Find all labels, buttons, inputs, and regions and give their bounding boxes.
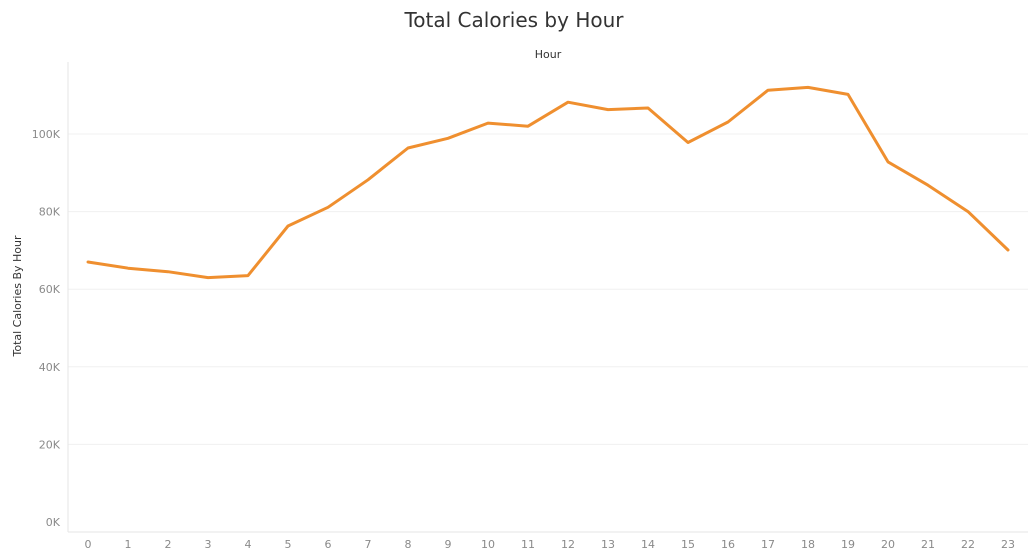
x-tick-label: 19 (841, 538, 855, 551)
gridlines (68, 133, 1028, 445)
data-point[interactable] (562, 96, 574, 108)
data-point[interactable] (402, 142, 414, 154)
y-tick-label: 80K (39, 206, 61, 219)
x-tick-label: 21 (921, 538, 935, 551)
data-point[interactable] (522, 120, 534, 132)
data-point[interactable] (722, 116, 734, 128)
axes (67, 62, 1028, 533)
data-point[interactable] (482, 117, 494, 129)
series-line (86, 85, 1010, 280)
x-tick-label: 18 (801, 538, 815, 551)
data-point[interactable] (122, 262, 134, 274)
data-point[interactable] (202, 272, 214, 284)
data-point[interactable] (1002, 244, 1014, 256)
data-point[interactable] (802, 81, 814, 93)
x-tick-label: 17 (761, 538, 775, 551)
y-tick-label: 100K (32, 128, 61, 141)
data-point[interactable] (322, 201, 334, 213)
data-point[interactable] (82, 256, 94, 268)
x-tick-label: 3 (205, 538, 212, 551)
data-point[interactable] (362, 174, 374, 186)
x-tick-label: 15 (681, 538, 695, 551)
data-point[interactable] (642, 102, 654, 114)
x-tick-label: 16 (721, 538, 735, 551)
data-point[interactable] (162, 266, 174, 278)
x-tick-label: 0 (85, 538, 92, 551)
data-point[interactable] (962, 206, 974, 218)
x-tick-label: 20 (881, 538, 895, 551)
y-tick-label: 0K (46, 516, 61, 529)
data-point[interactable] (922, 179, 934, 191)
x-tick-label: 23 (1001, 538, 1015, 551)
x-tick-label: 12 (561, 538, 575, 551)
series-layer (82, 81, 1014, 284)
data-point[interactable] (602, 104, 614, 116)
x-tick-label: 13 (601, 538, 615, 551)
data-point[interactable] (282, 220, 294, 232)
y-tick-label: 60K (39, 283, 61, 296)
x-axis-title: Hour (535, 48, 562, 61)
y-tick-labels: 0K 20K 40K 60K 80K 100K (32, 128, 61, 529)
chart-title: Total Calories by Hour (404, 8, 624, 32)
y-tick-label: 40K (39, 361, 61, 374)
x-tick-label: 11 (521, 538, 535, 551)
x-tick-label: 6 (325, 538, 332, 551)
data-point[interactable] (842, 88, 854, 100)
data-point[interactable] (242, 270, 254, 282)
y-tick-label: 20K (39, 438, 61, 451)
x-tick-label: 8 (405, 538, 412, 551)
data-point[interactable] (882, 156, 894, 168)
x-tick-label: 14 (641, 538, 655, 551)
x-tick-label: 5 (285, 538, 292, 551)
x-tick-label: 2 (165, 538, 172, 551)
x-tick-label: 4 (245, 538, 252, 551)
x-tick-labels: 0 1 2 3 4 5 6 7 8 9 10 11 12 13 14 15 16 17 18 19 20 21 22 23 (85, 538, 1016, 551)
x-tick-label: 9 (445, 538, 452, 551)
data-point[interactable] (682, 137, 694, 149)
x-tick-label: 7 (365, 538, 372, 551)
x-tick-label: 22 (961, 538, 975, 551)
y-axis-title: Total Calories By Hour (11, 235, 24, 357)
data-point[interactable] (442, 132, 454, 144)
data-point[interactable] (762, 84, 774, 96)
x-tick-label: 1 (125, 538, 132, 551)
x-tick-label: 10 (481, 538, 495, 551)
